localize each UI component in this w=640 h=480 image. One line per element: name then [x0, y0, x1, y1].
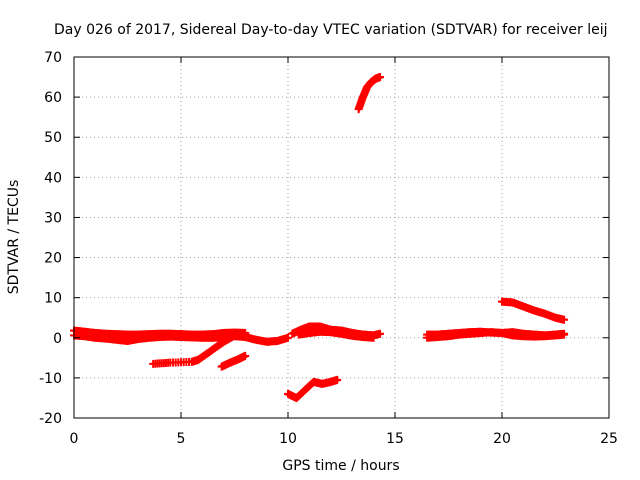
plot-frame [73, 56, 610, 419]
y-tick-label: 10 [44, 291, 62, 307]
x-axis-label: GPS time / hours [282, 458, 399, 474]
y-tick-labels: -20 -10 0 10 20 30 40 50 60 70 [39, 50, 62, 427]
y-tick-label: 20 [44, 251, 62, 267]
gridlines [74, 57, 609, 418]
y-tick-label: 30 [44, 210, 62, 226]
y-tick-label: 50 [44, 130, 62, 146]
x-tick-label: 5 [177, 431, 186, 447]
x-tick-label: 20 [493, 431, 511, 447]
series-slope-c [498, 297, 569, 324]
series-ramp-b [217, 351, 250, 371]
data-point [333, 375, 342, 384]
series-ramp-a [149, 331, 239, 368]
data-point [241, 351, 250, 360]
y-tick-label: 70 [44, 50, 62, 66]
data-point [369, 333, 378, 342]
data-point [284, 333, 292, 342]
series-band-c-lower [423, 328, 569, 342]
data-point [376, 73, 385, 82]
series-spike [354, 73, 385, 114]
y-tick-label: -10 [39, 371, 62, 387]
series-band-b-lower [294, 327, 378, 342]
data-point [376, 329, 385, 338]
chart-title: Day 026 of 2017, Sidereal Day-to-day VTE… [54, 22, 608, 38]
x-tick-label: 0 [70, 431, 79, 447]
data-points [70, 73, 569, 402]
series-band-a-lower [70, 331, 292, 346]
y-tick-label: -20 [39, 411, 62, 427]
x-tick-label: 15 [386, 431, 404, 447]
y-tick-label: 40 [44, 170, 62, 186]
y-tick-label: 0 [53, 331, 62, 347]
x-tick-label: 10 [279, 431, 297, 447]
x-tick-labels: 0 5 10 15 20 25 [70, 431, 618, 447]
data-point [560, 315, 569, 324]
data-point [560, 330, 569, 339]
series-dip [284, 375, 342, 402]
y-tick-label: 60 [44, 90, 62, 106]
y-axis-label: SDTVAR / TECUs [6, 180, 22, 295]
axis-ticks [73, 56, 610, 419]
data-point [230, 331, 239, 340]
x-tick-label: 25 [600, 431, 618, 447]
